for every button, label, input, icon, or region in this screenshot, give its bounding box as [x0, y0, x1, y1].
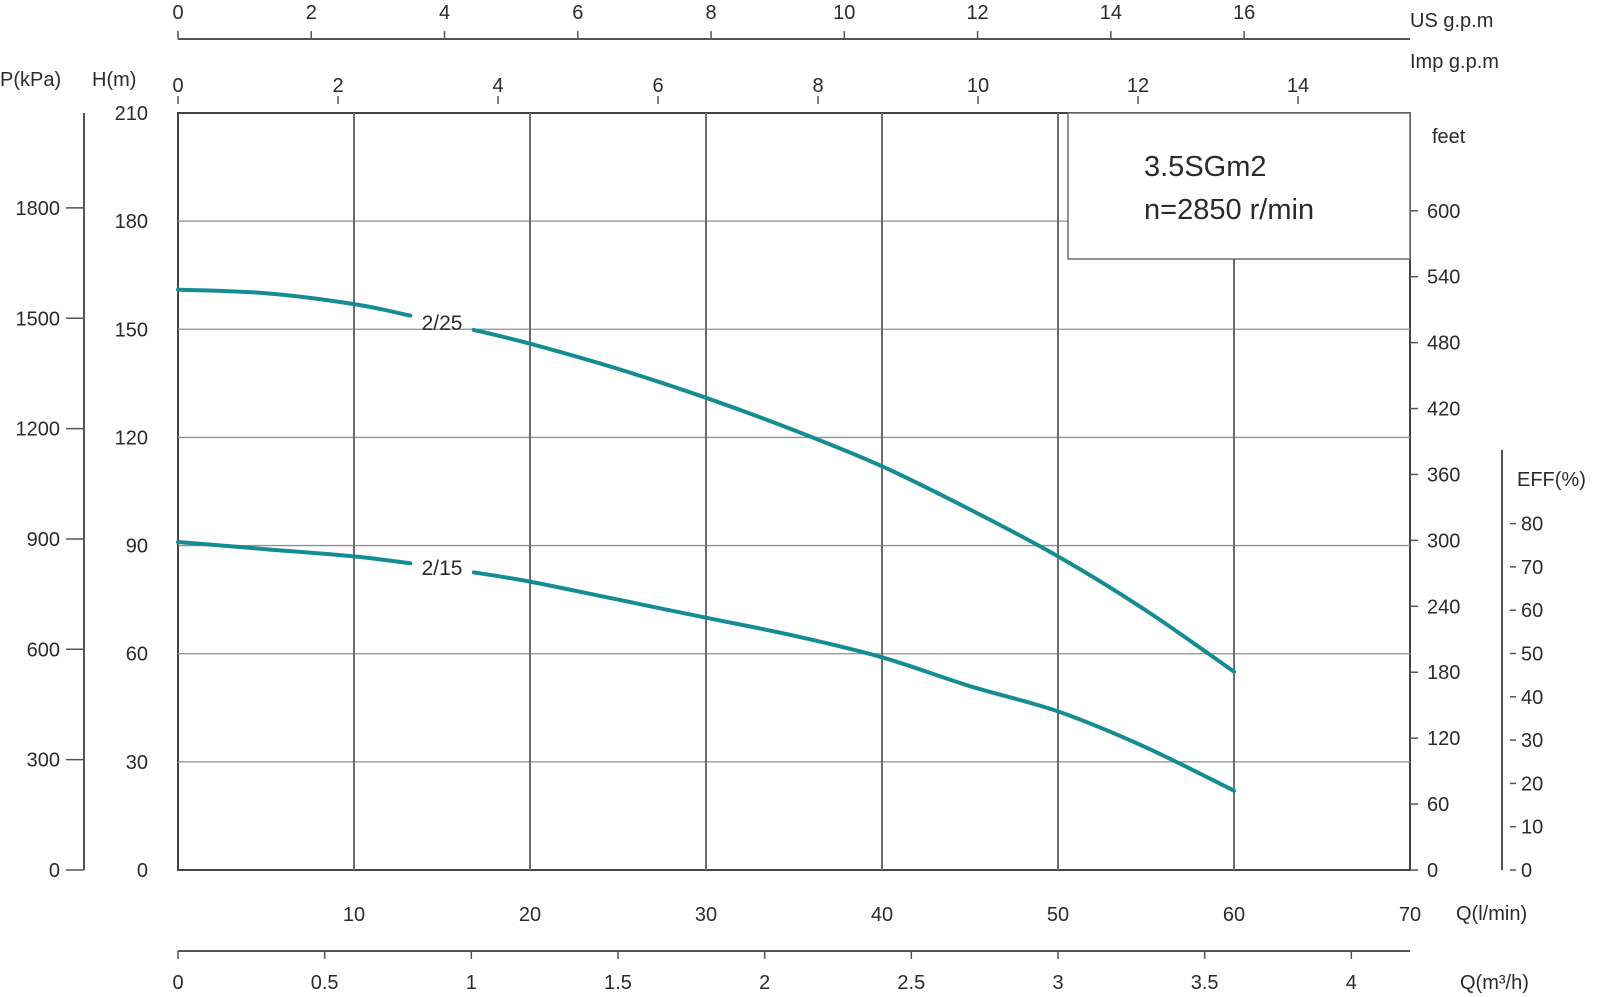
- flow-lpm-tick-label: 30: [695, 904, 717, 926]
- head-m-tick-label: 90: [126, 536, 148, 558]
- efficiency-tick-label: 10: [1521, 817, 1543, 839]
- curve-2-25: 2/25: [176, 287, 1236, 674]
- pressure-tick-label: 900: [27, 529, 60, 551]
- feet-tick-label: 300: [1427, 530, 1460, 552]
- us-gpm-tick-label: 12: [966, 2, 988, 24]
- imp-gpm-tick-label: 4: [492, 75, 503, 97]
- efficiency-tick-label: 40: [1521, 687, 1543, 709]
- efficiency-axis-label: EFF(%): [1517, 469, 1586, 491]
- imp-gpm-axis-label: Imp g.p.m: [1410, 51, 1499, 73]
- pressure-axis-label: P(kPa): [0, 69, 61, 91]
- imp-gpm-tick-label: 10: [967, 75, 989, 97]
- flow-m3h-tick-label: 3: [1052, 972, 1063, 994]
- efficiency-tick-label: 30: [1521, 730, 1543, 752]
- head-m-axis-label: H(m): [92, 69, 136, 91]
- efficiency-tick-label: 60: [1521, 600, 1543, 622]
- flow-lpm-tick-label: 70: [1399, 904, 1421, 926]
- us-gpm-axis-label: US g.p.m: [1410, 10, 1493, 32]
- flow-m3h-tick-label: 4: [1346, 972, 1357, 994]
- imp-gpm-tick-label: 6: [652, 75, 663, 97]
- chart-title: 3.5SGm2: [1144, 151, 1267, 183]
- flow-lpm-tick-label: 10: [343, 904, 365, 926]
- head-m-tick-label: 30: [126, 752, 148, 774]
- imp-gpm-tick-label: 8: [812, 75, 823, 97]
- pressure-tick-label: 300: [27, 750, 60, 772]
- feet-tick-label: 120: [1427, 728, 1460, 750]
- plot-frame: [177, 112, 1411, 871]
- feet-tick-label: 360: [1427, 464, 1460, 486]
- us-gpm-tick-label: 6: [572, 2, 583, 24]
- head-m-tick-label: 120: [115, 427, 148, 449]
- flow-m3h-tick-label: 0: [172, 972, 183, 994]
- feet-tick-label: 240: [1427, 596, 1460, 618]
- flow-lpm-tick-label: 50: [1047, 904, 1069, 926]
- efficiency-tick-label: 20: [1521, 773, 1543, 795]
- head-m-tick-label: 150: [115, 319, 148, 341]
- efficiency-tick-label: 0: [1521, 860, 1532, 882]
- pressure-tick-label: 1200: [16, 419, 61, 441]
- head-m-tick-label: 210: [115, 103, 148, 125]
- us-gpm-tick-label: 16: [1233, 2, 1255, 24]
- efficiency-tick-label: 50: [1521, 644, 1543, 666]
- imp-gpm-tick-label: 0: [172, 75, 183, 97]
- flow-lpm-tick-label: 60: [1223, 904, 1245, 926]
- series-label: 2/25: [422, 312, 463, 335]
- feet-tick-label: 480: [1427, 333, 1460, 355]
- flow-m3h-tick-label: 3.5: [1191, 972, 1219, 994]
- flow-m3h-axis-label: Q(m³/h): [1460, 972, 1529, 994]
- us-gpm-tick-label: 10: [833, 2, 855, 24]
- pressure-tick-label: 600: [27, 639, 60, 661]
- efficiency-tick-label: 70: [1521, 557, 1543, 579]
- curves: 2/25 2/15: [176, 287, 1236, 793]
- flow-m3h-tick-label: 1: [466, 972, 477, 994]
- flow-lpm-tick-label: 20: [519, 904, 541, 926]
- curve-2-15: 2/15: [176, 540, 1236, 793]
- us-gpm-tick-label: 4: [439, 2, 450, 24]
- feet-tick-label: 60: [1427, 794, 1449, 816]
- pressure-tick-label: 0: [49, 860, 60, 882]
- flow-m3h-tick-label: 0.5: [311, 972, 339, 994]
- title-box: 3.5SGm2 n=2850 r/min: [1067, 112, 1411, 260]
- efficiency-tick-label: 80: [1521, 514, 1543, 536]
- us-gpm-tick-label: 2: [306, 2, 317, 24]
- series-line-segment: [471, 327, 1236, 674]
- head-m-tick-label: 60: [126, 644, 148, 666]
- us-gpm-tick-label: 8: [705, 2, 716, 24]
- series-line-segment: [471, 570, 1236, 793]
- feet-tick-label: 0: [1427, 860, 1438, 882]
- imp-gpm-tick-label: 2: [332, 75, 343, 97]
- chart-subtitle: n=2850 r/min: [1144, 194, 1314, 226]
- series-line-segment: [176, 540, 413, 566]
- feet-tick-label: 180: [1427, 662, 1460, 684]
- feet-tick-label: 420: [1427, 399, 1460, 421]
- flow-m3h-tick-label: 2.5: [897, 972, 925, 994]
- title-box-frame: [1067, 112, 1411, 260]
- us-gpm-tick-label: 0: [172, 2, 183, 24]
- head-m-tick-label: 0: [137, 860, 148, 882]
- flow-lpm-axis-label: Q(l/min): [1456, 903, 1527, 925]
- flow-m3h-tick-label: 2: [759, 972, 770, 994]
- pressure-tick-label: 1500: [16, 308, 61, 330]
- axis-names: P(kPa) H(m) feet EFF(%) US g.p.m Imp g.p…: [0, 10, 1586, 994]
- series-line-segment: [176, 287, 413, 318]
- flow-lpm-tick-label: 40: [871, 904, 893, 926]
- feet-axis-label: feet: [1432, 126, 1466, 148]
- pressure-tick-label: 1800: [16, 198, 61, 220]
- feet-tick-label: 600: [1427, 201, 1460, 223]
- us-gpm-tick-label: 14: [1100, 2, 1122, 24]
- flow-m3h-tick-label: 1.5: [604, 972, 632, 994]
- imp-gpm-tick-label: 14: [1287, 75, 1309, 97]
- feet-tick-label: 540: [1427, 267, 1460, 289]
- imp-gpm-tick-label: 12: [1127, 75, 1149, 97]
- axes: 0306090120150180210030060090012001500180…: [16, 2, 1544, 994]
- head-m-tick-label: 180: [115, 211, 148, 233]
- series-label: 2/15: [422, 557, 463, 580]
